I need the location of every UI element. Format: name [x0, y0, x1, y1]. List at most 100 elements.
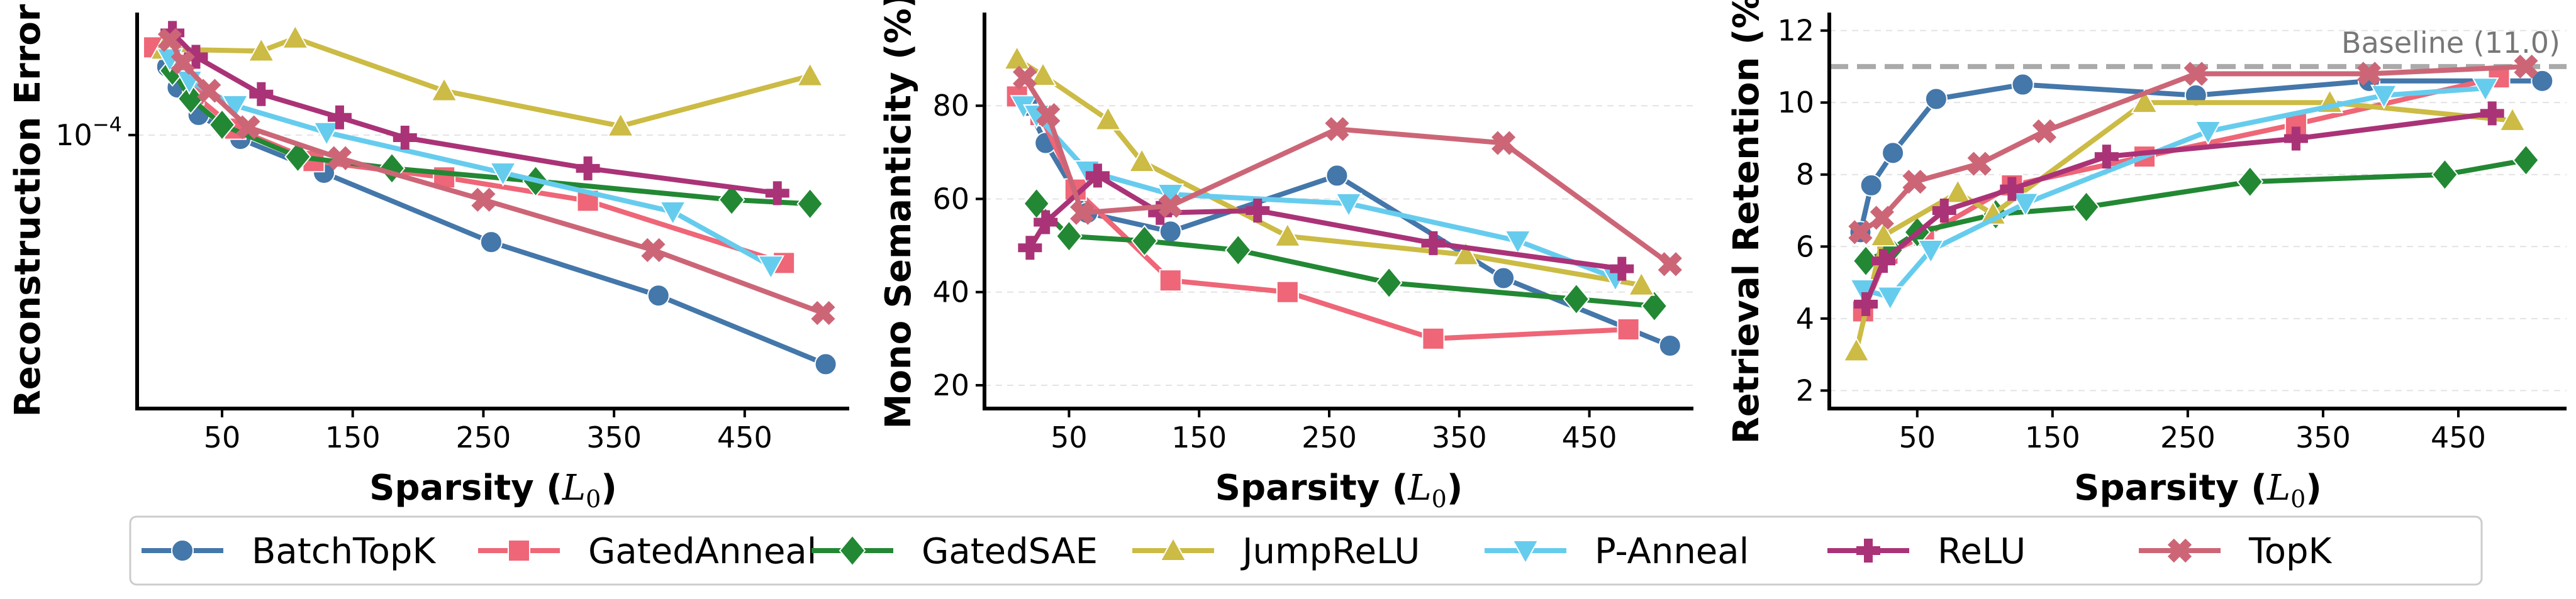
x-tick-label: 50: [1051, 420, 1088, 454]
data-point: [1902, 170, 1927, 194]
data-point: [1610, 256, 1634, 281]
data-point: [184, 45, 208, 69]
y-tick-label: 10: [1777, 85, 1814, 119]
legend-marker: [508, 539, 530, 562]
reconstruction-error-panel: 50 150 250 350 450 10−4 Sparsity (L0) Reconstru…: [8, 4, 849, 513]
legend-marker: [171, 539, 194, 562]
data-point: [1932, 199, 1956, 223]
series-gatedsae: [1023, 187, 1668, 322]
x-tick-label: 450: [2431, 420, 2486, 454]
x-tick-label: 50: [204, 420, 241, 454]
data-point: [1848, 220, 1873, 245]
data-point: [1492, 267, 1515, 290]
y-tick-label: 40: [932, 275, 969, 309]
legend-marker: [2167, 538, 2192, 563]
data-point: [1871, 249, 1896, 273]
series-gatedanneal: [143, 36, 796, 275]
data-point: [1658, 252, 1682, 277]
data-point: [2480, 101, 2504, 126]
y-tick-label: 4: [1796, 302, 1814, 336]
y-axis-label: Retrieval Retention (%): [1726, 0, 1767, 444]
data-point: [327, 105, 352, 129]
data-point: [236, 115, 260, 140]
data-point: [2236, 165, 2264, 198]
data-point: [757, 255, 785, 280]
x-tick-label: 150: [2025, 420, 2080, 454]
legend-label: GatedSAE: [922, 531, 1098, 572]
legend-label: ReLU: [1938, 531, 2026, 572]
data-point: [1128, 148, 1156, 173]
data-point: [796, 62, 824, 87]
data-point: [479, 231, 503, 254]
x-axis-label: Sparsity (L0): [1215, 468, 1463, 513]
legend-entry-p-anneal: P-Anneal: [1485, 531, 1749, 572]
retrieval-retention-panel: Baseline (11.0) 50 150 250 350 450 2 4 6 8 10 12 Spa…: [1726, 0, 2567, 513]
x-tick-label: 450: [1562, 420, 1617, 454]
data-point: [1627, 271, 1655, 296]
data-point: [1018, 236, 1042, 260]
series-line: [1021, 103, 1618, 281]
data-point: [1641, 290, 1668, 322]
data-point: [471, 187, 496, 212]
data-point: [2431, 158, 2458, 191]
data-point: [1325, 117, 1349, 141]
y-tick-label: 6: [1796, 229, 1814, 263]
data-point: [1276, 280, 1299, 304]
legend-entry-relu: ReLU: [1827, 531, 2026, 572]
legend: BatchTopK GatedAnneal GatedSAE JumpReLU P-An…: [129, 515, 2483, 586]
x-tick-label: 50: [1899, 420, 1936, 454]
data-point: [606, 112, 635, 137]
data-point: [2183, 62, 2208, 86]
legend-entry-topk: TopK: [2139, 531, 2333, 572]
data-point: [1882, 141, 1905, 165]
data-point: [1870, 222, 1897, 247]
y-tick-label: 2: [1796, 373, 1814, 407]
data-point: [2000, 177, 2024, 201]
x-tick-label: 150: [1171, 420, 1227, 454]
x-axis-label: Sparsity (L0): [2074, 468, 2322, 513]
x-tick-label: 250: [2160, 420, 2216, 454]
data-point: [1246, 199, 1270, 223]
data-point: [177, 82, 204, 115]
data-point: [1504, 230, 1532, 255]
data-point: [313, 121, 340, 146]
data-point: [1658, 334, 1681, 357]
x-tick-label: 250: [1302, 420, 1357, 454]
data-point: [170, 50, 195, 75]
data-point: [814, 353, 837, 376]
data-point: [393, 125, 417, 150]
data-point: [1003, 45, 1031, 70]
data-point: [1013, 65, 1037, 90]
data-point: [2514, 54, 2538, 79]
y-tick-label: 80: [932, 89, 969, 123]
data-point: [1860, 173, 1883, 197]
data-point: [2531, 69, 2554, 92]
series-relu: [1854, 101, 2504, 316]
y-tick-label: 12: [1777, 14, 1814, 48]
data-point: [1335, 192, 1363, 217]
data-point: [1967, 151, 1992, 176]
series-jumprelu: [1003, 45, 1655, 296]
series-line: [160, 35, 813, 129]
data-point: [1375, 267, 1403, 299]
data-point: [647, 284, 670, 307]
legend-entry-batchtopk: BatchTopK: [142, 531, 436, 572]
data-point: [1452, 241, 1480, 266]
series-p-anneal: [156, 48, 785, 280]
data-point: [811, 300, 835, 326]
data-point: [1029, 61, 1057, 87]
data-point: [576, 156, 600, 180]
data-point: [1924, 87, 1948, 111]
data-point: [197, 79, 221, 103]
data-point: [1617, 318, 1640, 341]
data-point: [1917, 239, 1944, 265]
mono-semanticity-panel: 50 150 250 350 450 20 40 60 80 Sparsity (L0) Mono …: [878, 0, 1693, 513]
data-point: [765, 181, 789, 206]
data-point: [2073, 190, 2100, 223]
data-point: [2370, 84, 2398, 109]
data-point: [157, 28, 182, 52]
data-point: [327, 146, 352, 170]
x-tick-label: 350: [1432, 420, 1487, 454]
x-tick-label: 150: [325, 420, 381, 454]
